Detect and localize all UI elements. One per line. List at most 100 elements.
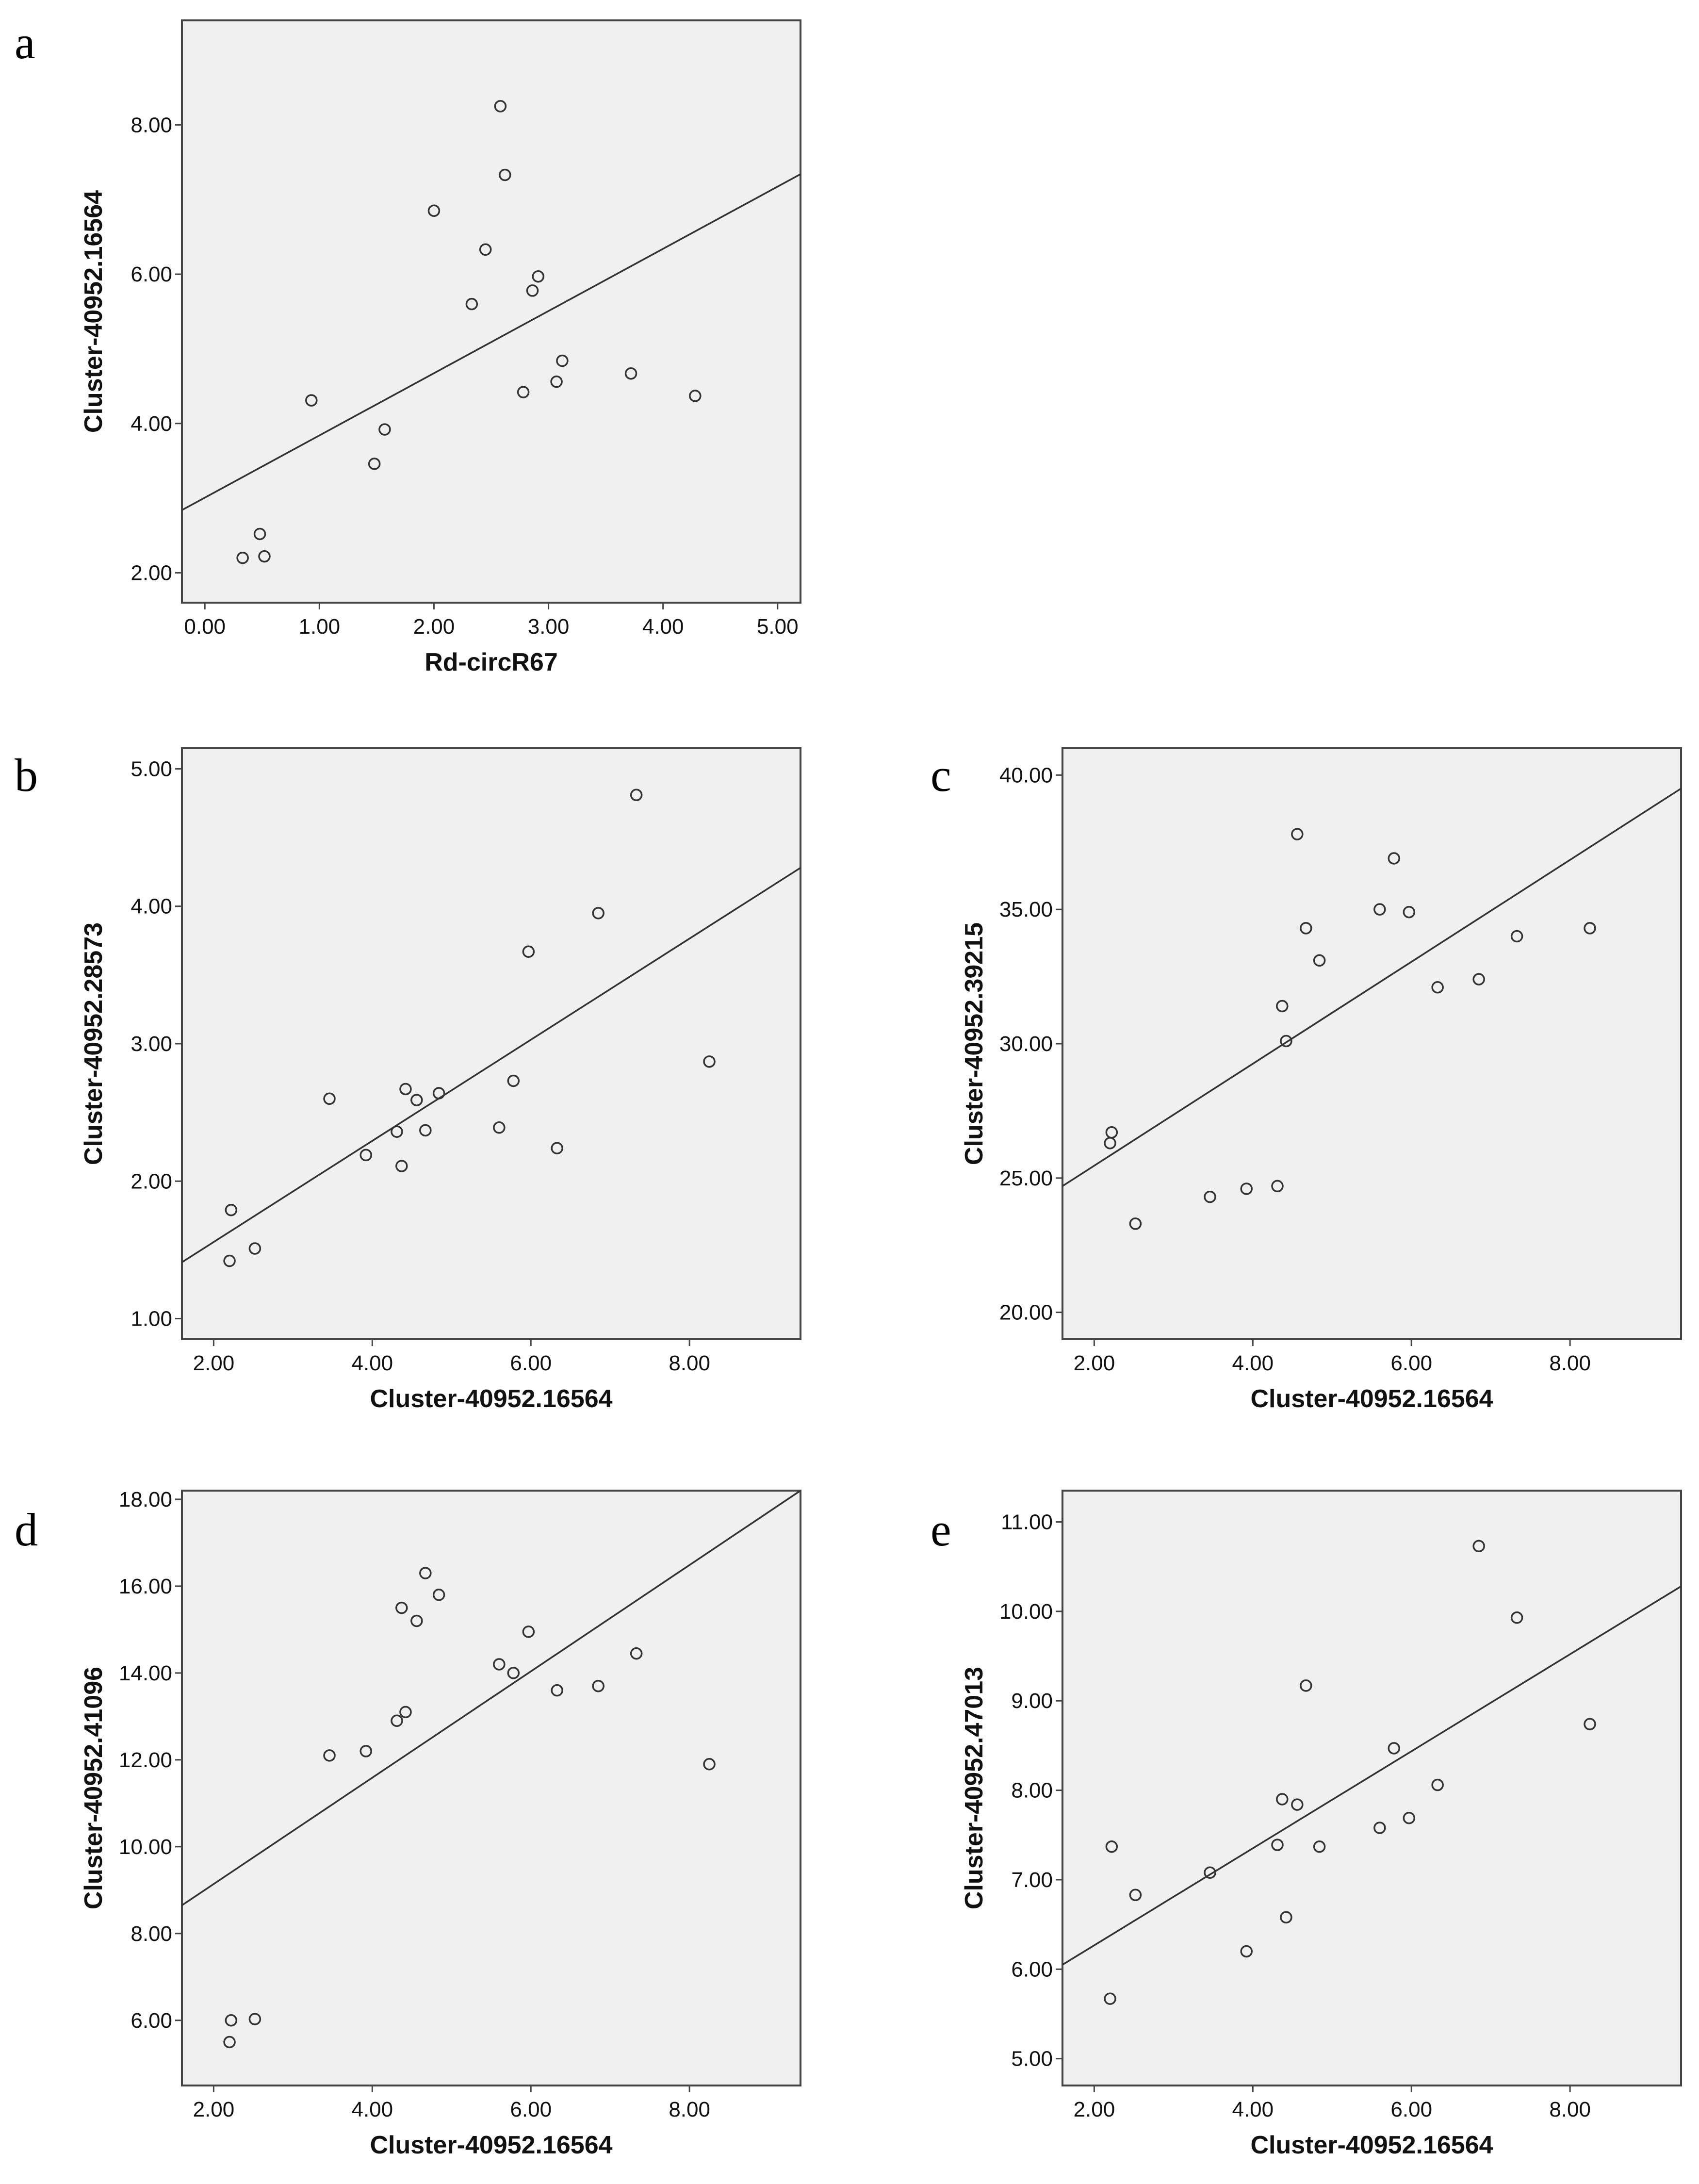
data-point <box>359 1149 372 1162</box>
data-point <box>1105 1840 1118 1853</box>
data-point <box>399 1083 412 1096</box>
data-point <box>432 1087 445 1100</box>
plot-area <box>1062 1490 1682 2086</box>
x-tick-label: 1.00 <box>299 615 341 639</box>
data-point <box>1584 922 1596 935</box>
data-point <box>1204 1190 1216 1203</box>
data-point <box>1276 1000 1289 1013</box>
data-point <box>1388 852 1401 865</box>
data-point <box>1300 1679 1312 1692</box>
data-point <box>526 284 539 297</box>
y-tick-label: 7.00 <box>1011 1868 1053 1892</box>
y-tick-label: 10.00 <box>999 1600 1053 1624</box>
data-point <box>432 1589 445 1601</box>
data-point <box>368 458 381 470</box>
y-tick-label: 5.00 <box>1011 2047 1053 2071</box>
data-point <box>494 100 507 113</box>
data-point <box>323 1092 336 1105</box>
regression-line <box>1062 1585 1681 1966</box>
x-tick-label: 6.00 <box>510 2098 552 2121</box>
y-tick-label: 16.00 <box>119 1575 172 1598</box>
y-tick-label: 8.00 <box>131 113 172 137</box>
data-point <box>323 1749 336 1762</box>
x-tick-label: 8.00 <box>1549 2098 1591 2121</box>
panel-letter: c <box>931 749 951 801</box>
panel-letter: e <box>931 1504 951 1556</box>
data-point <box>532 270 545 283</box>
data-point <box>551 1142 563 1155</box>
data-point <box>1403 1812 1416 1824</box>
data-point <box>556 354 569 367</box>
data-point <box>1240 1182 1253 1195</box>
data-point <box>479 243 492 256</box>
data-point <box>1240 1945 1253 1958</box>
panel-letter: d <box>15 1504 38 1556</box>
y-tick-label: 6.00 <box>131 263 172 286</box>
y-tick-label: 2.00 <box>131 1169 172 1193</box>
data-point <box>391 1714 403 1727</box>
panel-letter: b <box>15 749 38 801</box>
y-tick-label: 12.00 <box>119 1748 172 1772</box>
data-point <box>1291 1798 1304 1811</box>
regression-line <box>182 867 800 1263</box>
data-point <box>1280 1911 1292 1924</box>
data-point <box>248 2013 261 2025</box>
y-tick-label: 25.00 <box>999 1166 1053 1190</box>
data-point <box>248 1242 261 1255</box>
y-tick-label: 1.00 <box>131 1307 172 1331</box>
panel-a: a 0.00 1.00 2.00 3.00 4.00 5.00 2.00 4.00 6.00 8.0… <box>15 16 801 676</box>
panel-letter: a <box>15 16 35 68</box>
data-point <box>305 394 318 407</box>
data-point <box>689 390 702 402</box>
data-point <box>1129 1217 1142 1230</box>
data-point <box>499 168 511 181</box>
x-tick-label: 6.00 <box>1390 1351 1432 1375</box>
plot-area <box>181 19 801 604</box>
data-point <box>493 1121 506 1134</box>
data-point <box>1584 1718 1596 1730</box>
x-tick-label: 6.00 <box>510 1351 552 1375</box>
y-tick-label: 30.00 <box>999 1032 1053 1056</box>
x-axis-label: Cluster-40952.16564 <box>370 1385 612 1413</box>
y-tick-label: 5.00 <box>131 757 172 781</box>
plot-area <box>1062 747 1682 1340</box>
data-point <box>517 386 530 398</box>
panel-c: c 2.00 4.00 6.00 8.00 20.00 25.00 30.00 35.00 40.… <box>931 747 1682 1413</box>
y-tick-label: 6.00 <box>1011 1957 1053 1981</box>
y-tick-label: 2.00 <box>131 561 172 585</box>
x-axis-label: Rd-circR67 <box>425 648 558 676</box>
data-point <box>1510 930 1523 943</box>
x-tick-label: 4.00 <box>1232 2098 1274 2121</box>
regression-line <box>182 1491 800 1906</box>
y-tick-label: 8.00 <box>1011 1779 1053 1803</box>
regression-line <box>1062 788 1681 1187</box>
data-point <box>419 1567 432 1579</box>
x-tick-label: 4.00 <box>351 2098 393 2121</box>
x-tick-label: 2.00 <box>193 1351 235 1375</box>
data-point <box>1280 1035 1292 1048</box>
data-point <box>703 1758 716 1771</box>
data-point <box>395 1601 408 1614</box>
data-point <box>359 1745 372 1757</box>
data-point <box>1129 1888 1142 1902</box>
y-axis-label: Cluster-40952.47013 <box>960 1667 988 1909</box>
data-point <box>1313 954 1326 967</box>
y-tick-label: 35.00 <box>999 898 1053 921</box>
data-point <box>1291 828 1304 840</box>
data-point <box>1271 1180 1284 1193</box>
y-tick-label: 14.00 <box>119 1661 172 1685</box>
y-axis-label: Cluster-40952.39215 <box>960 922 988 1165</box>
data-point <box>1204 1866 1216 1879</box>
data-point <box>551 1684 563 1697</box>
data-point <box>225 2014 238 2027</box>
x-axis-label: Cluster-40952.16564 <box>1250 2131 1493 2159</box>
y-tick-label: 4.00 <box>131 895 172 919</box>
x-tick-label: 4.00 <box>351 1351 393 1375</box>
data-point <box>410 1614 423 1627</box>
data-point <box>391 1125 403 1138</box>
panel-d: d 2.00 4.00 6.00 8.00 6.00 8.00 10.00 12.00 14.00… <box>15 1488 801 2159</box>
data-point <box>419 1124 432 1137</box>
y-tick-label: 11.00 <box>1001 1511 1053 1534</box>
panel-e: e 2.00 4.00 6.00 8.00 5.00 6.00 7.00 8.00 9.00 10.… <box>931 1490 1682 2159</box>
data-point <box>223 2036 236 2049</box>
